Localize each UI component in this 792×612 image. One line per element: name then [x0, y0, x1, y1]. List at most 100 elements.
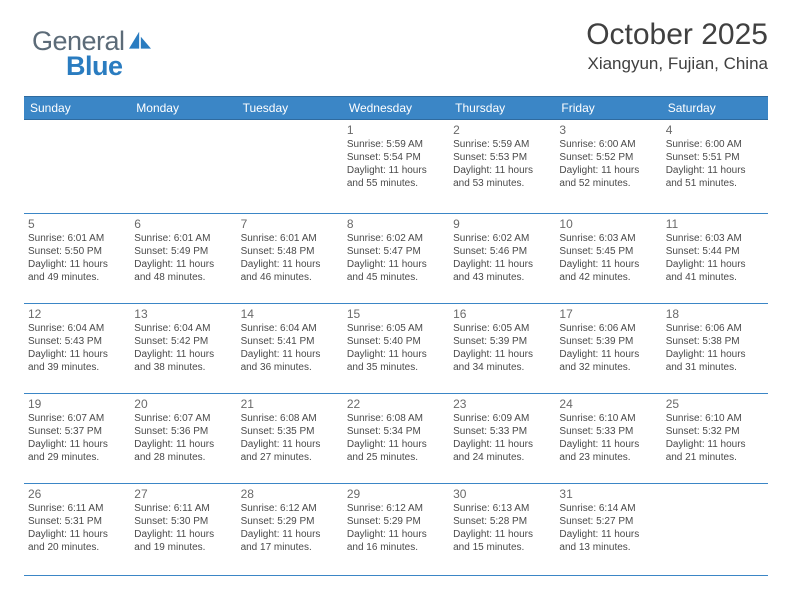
- day-info: Sunrise: 6:02 AM Sunset: 5:46 PM Dayligh…: [453, 233, 550, 284]
- day-header-tuesday: Tuesday: [237, 97, 343, 120]
- day-header-wednesday: Wednesday: [343, 97, 449, 120]
- day-number: 30: [453, 487, 550, 502]
- calendar-cell: 15Sunrise: 6:05 AM Sunset: 5:40 PM Dayli…: [343, 304, 449, 394]
- calendar-body: 1Sunrise: 5:59 AM Sunset: 5:54 PM Daylig…: [24, 120, 768, 576]
- calendar-row: 1Sunrise: 5:59 AM Sunset: 5:54 PM Daylig…: [24, 120, 768, 214]
- day-info: Sunrise: 6:01 AM Sunset: 5:48 PM Dayligh…: [241, 233, 338, 284]
- calendar-row: 26Sunrise: 6:11 AM Sunset: 5:31 PM Dayli…: [24, 484, 768, 576]
- day-number: 12: [28, 307, 125, 322]
- day-number: 14: [241, 307, 338, 322]
- calendar-cell: 8Sunrise: 6:02 AM Sunset: 5:47 PM Daylig…: [343, 214, 449, 304]
- calendar-cell: 3Sunrise: 6:00 AM Sunset: 5:52 PM Daylig…: [555, 120, 661, 214]
- calendar-cell: 6Sunrise: 6:01 AM Sunset: 5:49 PM Daylig…: [130, 214, 236, 304]
- day-number: 24: [559, 397, 656, 412]
- calendar-cell: 27Sunrise: 6:11 AM Sunset: 5:30 PM Dayli…: [130, 484, 236, 576]
- day-number: 26: [28, 487, 125, 502]
- day-header-saturday: Saturday: [662, 97, 768, 120]
- title-block: October 2025 Xiangyun, Fujian, China: [586, 18, 768, 74]
- calendar-cell: 28Sunrise: 6:12 AM Sunset: 5:29 PM Dayli…: [237, 484, 343, 576]
- day-number: 28: [241, 487, 338, 502]
- calendar-cell: 1Sunrise: 5:59 AM Sunset: 5:54 PM Daylig…: [343, 120, 449, 214]
- day-info: Sunrise: 6:03 AM Sunset: 5:45 PM Dayligh…: [559, 233, 656, 284]
- calendar-cell: 29Sunrise: 6:12 AM Sunset: 5:29 PM Dayli…: [343, 484, 449, 576]
- logo-sail-icon: [127, 30, 153, 57]
- calendar-cell: 11Sunrise: 6:03 AM Sunset: 5:44 PM Dayli…: [662, 214, 768, 304]
- month-title: October 2025: [586, 18, 768, 52]
- calendar-cell: 12Sunrise: 6:04 AM Sunset: 5:43 PM Dayli…: [24, 304, 130, 394]
- calendar-cell: 25Sunrise: 6:10 AM Sunset: 5:32 PM Dayli…: [662, 394, 768, 484]
- day-number: 11: [666, 217, 763, 232]
- calendar-cell: 14Sunrise: 6:04 AM Sunset: 5:41 PM Dayli…: [237, 304, 343, 394]
- calendar-cell: 26Sunrise: 6:11 AM Sunset: 5:31 PM Dayli…: [24, 484, 130, 576]
- day-info: Sunrise: 6:09 AM Sunset: 5:33 PM Dayligh…: [453, 413, 550, 464]
- day-number: 13: [134, 307, 231, 322]
- day-info: Sunrise: 6:01 AM Sunset: 5:49 PM Dayligh…: [134, 233, 231, 284]
- day-header-friday: Friday: [555, 97, 661, 120]
- calendar-table: SundayMondayTuesdayWednesdayThursdayFrid…: [24, 96, 768, 576]
- day-info: Sunrise: 6:06 AM Sunset: 5:39 PM Dayligh…: [559, 323, 656, 374]
- calendar-cell: 18Sunrise: 6:06 AM Sunset: 5:38 PM Dayli…: [662, 304, 768, 394]
- page-header: GeneralBlue October 2025 Xiangyun, Fujia…: [24, 18, 768, 82]
- location-text: Xiangyun, Fujian, China: [586, 54, 768, 74]
- day-number: 22: [347, 397, 444, 412]
- day-number: 21: [241, 397, 338, 412]
- day-info: Sunrise: 6:11 AM Sunset: 5:30 PM Dayligh…: [134, 503, 231, 554]
- day-info: Sunrise: 6:07 AM Sunset: 5:37 PM Dayligh…: [28, 413, 125, 464]
- day-info: Sunrise: 6:07 AM Sunset: 5:36 PM Dayligh…: [134, 413, 231, 464]
- day-info: Sunrise: 6:11 AM Sunset: 5:31 PM Dayligh…: [28, 503, 125, 554]
- calendar-cell: 4Sunrise: 6:00 AM Sunset: 5:51 PM Daylig…: [662, 120, 768, 214]
- day-number: 31: [559, 487, 656, 502]
- day-info: Sunrise: 6:05 AM Sunset: 5:39 PM Dayligh…: [453, 323, 550, 374]
- day-number: 9: [453, 217, 550, 232]
- day-info: Sunrise: 6:13 AM Sunset: 5:28 PM Dayligh…: [453, 503, 550, 554]
- day-number: 19: [28, 397, 125, 412]
- day-number: 27: [134, 487, 231, 502]
- day-number: 18: [666, 307, 763, 322]
- day-number: 2: [453, 123, 550, 138]
- calendar-row: 5Sunrise: 6:01 AM Sunset: 5:50 PM Daylig…: [24, 214, 768, 304]
- day-info: Sunrise: 6:12 AM Sunset: 5:29 PM Dayligh…: [347, 503, 444, 554]
- calendar-cell: 2Sunrise: 5:59 AM Sunset: 5:53 PM Daylig…: [449, 120, 555, 214]
- day-info: Sunrise: 6:14 AM Sunset: 5:27 PM Dayligh…: [559, 503, 656, 554]
- day-header-sunday: Sunday: [24, 97, 130, 120]
- day-info: Sunrise: 6:12 AM Sunset: 5:29 PM Dayligh…: [241, 503, 338, 554]
- day-info: Sunrise: 6:10 AM Sunset: 5:33 PM Dayligh…: [559, 413, 656, 464]
- day-number: 3: [559, 123, 656, 138]
- day-number: 29: [347, 487, 444, 502]
- calendar-cell: [662, 484, 768, 576]
- day-number: 10: [559, 217, 656, 232]
- logo: GeneralBlue: [24, 18, 153, 82]
- logo-word2: Blue: [66, 51, 123, 81]
- day-info: Sunrise: 6:08 AM Sunset: 5:35 PM Dayligh…: [241, 413, 338, 464]
- calendar-cell: 9Sunrise: 6:02 AM Sunset: 5:46 PM Daylig…: [449, 214, 555, 304]
- calendar-head: SundayMondayTuesdayWednesdayThursdayFrid…: [24, 97, 768, 120]
- day-number: 6: [134, 217, 231, 232]
- calendar-cell: 13Sunrise: 6:04 AM Sunset: 5:42 PM Dayli…: [130, 304, 236, 394]
- day-info: Sunrise: 6:10 AM Sunset: 5:32 PM Dayligh…: [666, 413, 763, 464]
- day-number: 15: [347, 307, 444, 322]
- calendar-cell: 21Sunrise: 6:08 AM Sunset: 5:35 PM Dayli…: [237, 394, 343, 484]
- day-number: 7: [241, 217, 338, 232]
- day-info: Sunrise: 6:00 AM Sunset: 5:51 PM Dayligh…: [666, 139, 763, 190]
- calendar-row: 19Sunrise: 6:07 AM Sunset: 5:37 PM Dayli…: [24, 394, 768, 484]
- day-info: Sunrise: 5:59 AM Sunset: 5:53 PM Dayligh…: [453, 139, 550, 190]
- calendar-cell: [237, 120, 343, 214]
- day-info: Sunrise: 6:08 AM Sunset: 5:34 PM Dayligh…: [347, 413, 444, 464]
- day-number: 4: [666, 123, 763, 138]
- day-number: 23: [453, 397, 550, 412]
- calendar-cell: [24, 120, 130, 214]
- calendar-cell: 23Sunrise: 6:09 AM Sunset: 5:33 PM Dayli…: [449, 394, 555, 484]
- day-info: Sunrise: 6:04 AM Sunset: 5:43 PM Dayligh…: [28, 323, 125, 374]
- day-info: Sunrise: 6:01 AM Sunset: 5:50 PM Dayligh…: [28, 233, 125, 284]
- day-info: Sunrise: 6:00 AM Sunset: 5:52 PM Dayligh…: [559, 139, 656, 190]
- day-number: 8: [347, 217, 444, 232]
- day-info: Sunrise: 6:06 AM Sunset: 5:38 PM Dayligh…: [666, 323, 763, 374]
- calendar-cell: 16Sunrise: 6:05 AM Sunset: 5:39 PM Dayli…: [449, 304, 555, 394]
- day-number: 17: [559, 307, 656, 322]
- calendar-cell: 30Sunrise: 6:13 AM Sunset: 5:28 PM Dayli…: [449, 484, 555, 576]
- day-info: Sunrise: 5:59 AM Sunset: 5:54 PM Dayligh…: [347, 139, 444, 190]
- day-number: 5: [28, 217, 125, 232]
- day-number: 20: [134, 397, 231, 412]
- calendar-cell: 7Sunrise: 6:01 AM Sunset: 5:48 PM Daylig…: [237, 214, 343, 304]
- calendar-cell: 19Sunrise: 6:07 AM Sunset: 5:37 PM Dayli…: [24, 394, 130, 484]
